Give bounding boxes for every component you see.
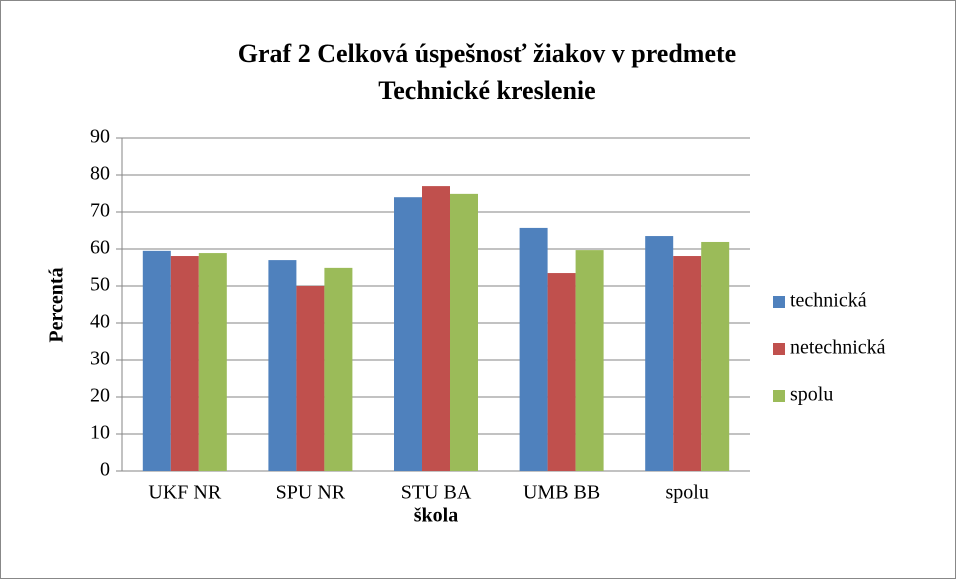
bar — [268, 260, 297, 471]
bar — [422, 186, 450, 471]
bar — [198, 253, 227, 471]
y-tick-label: 80 — [90, 163, 110, 185]
chart-title: Graf 2 Celková úspešnosť žiakov v predme… — [238, 39, 736, 68]
y-tick-label: 20 — [90, 385, 110, 407]
y-tick-label: 60 — [90, 237, 110, 259]
x-tick-label: SPU NR — [276, 482, 346, 504]
bar — [170, 256, 199, 471]
bar — [450, 193, 478, 471]
x-axis-label: škola — [414, 505, 458, 527]
bar — [645, 236, 674, 471]
y-tick-label: 10 — [90, 422, 110, 444]
bar — [575, 250, 604, 471]
y-axis-label: Percentá — [46, 267, 68, 342]
bar — [547, 273, 576, 471]
legend-swatch — [773, 390, 785, 402]
x-tick-label: UKF NR — [148, 482, 221, 504]
x-tick-label: STU BA — [401, 482, 472, 504]
legend-label: spolu — [790, 384, 833, 406]
y-tick-label: 90 — [90, 126, 110, 148]
bar — [394, 197, 422, 471]
bar — [142, 250, 171, 471]
y-tick-label: 70 — [90, 200, 110, 222]
chart-title: Technické kreslenie — [378, 76, 595, 105]
legend-label: netechnická — [790, 337, 886, 359]
legend-swatch — [773, 296, 785, 308]
bar — [324, 267, 353, 471]
y-tick-label: 30 — [90, 348, 110, 370]
bar — [673, 256, 702, 471]
bar — [519, 227, 548, 471]
x-tick-label: UMB BB — [523, 482, 600, 504]
legend-swatch — [773, 343, 785, 355]
y-tick-label: 0 — [100, 459, 110, 481]
legend-label: technická — [790, 290, 867, 312]
bar — [296, 286, 325, 471]
y-tick-label: 50 — [90, 274, 110, 296]
bar — [701, 241, 730, 471]
y-tick-label: 40 — [90, 311, 110, 333]
x-tick-label: spolu — [666, 482, 709, 504]
